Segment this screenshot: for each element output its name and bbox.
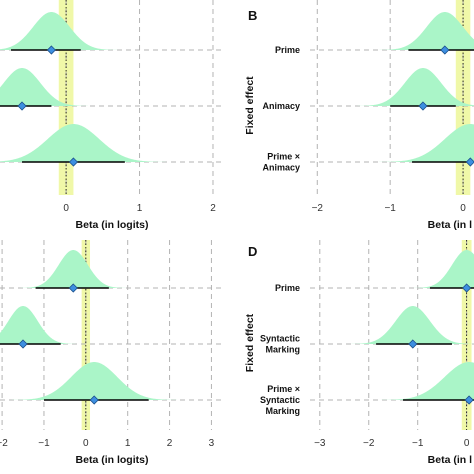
x-tick-label: −2 [363, 438, 375, 449]
plot-area [310, 0, 474, 195]
x-tick-label: 0 [83, 438, 89, 449]
effect-label: Animacy [262, 101, 300, 111]
point-estimate [68, 157, 79, 167]
x-axis-title: Beta (in logits) [76, 454, 149, 466]
x-tick-label: 1 [125, 438, 131, 449]
point-estimate [17, 101, 27, 111]
x-tick-label: −1 [384, 203, 396, 214]
point-estimate [89, 395, 99, 405]
density-curve [310, 68, 474, 106]
x-tick-label: 1 [137, 203, 143, 214]
point-estimate [418, 101, 428, 111]
x-tick-label: 2 [210, 203, 216, 214]
x-axis-title: Beta (in l [428, 454, 472, 466]
panel-c: −2 −1 0 1 2 3 Beta (in logits) [0, 240, 224, 466]
x-tick-label: 3 [209, 438, 215, 449]
density-curve [310, 12, 474, 50]
x-tick-label: 0 [460, 203, 466, 214]
x-tick-label: 2 [167, 438, 173, 449]
density-curve [0, 250, 224, 288]
point-estimate [46, 45, 56, 55]
x-tick-label: −2 [0, 438, 8, 449]
y-axis-title: Fixed effect [244, 76, 256, 135]
effect-label: Prime [275, 283, 300, 293]
panel-a: 0 1 2 Beta (in logits) [0, 0, 224, 231]
point-estimate [462, 283, 472, 293]
density-curve [0, 306, 224, 344]
x-tick-label: −2 [312, 203, 324, 214]
x-tick-label: −3 [314, 438, 326, 449]
effect-label: Prime × Syntactic Marking [260, 384, 300, 416]
panel-label: D [248, 244, 257, 259]
x-tick-label: −1 [38, 438, 50, 449]
x-axis-title: Beta (in l [428, 219, 472, 231]
plot-area [310, 240, 474, 430]
density-curve [310, 124, 474, 162]
effect-label: Syntactic Marking [260, 334, 300, 355]
plot-area [0, 0, 224, 195]
panel-b: −2 −1 0 Beta (in l Prime Animacy Prime × Animac… [244, 0, 474, 231]
x-tick-label: 0 [464, 438, 470, 449]
panel-label: B [248, 8, 257, 23]
point-estimate [68, 283, 78, 293]
density-curve [0, 362, 224, 400]
point-estimate [465, 157, 474, 167]
density-curve [310, 306, 474, 344]
plot-area [0, 240, 224, 430]
panel-d: −3 −2 −1 0 Beta (in l Prime Syntactic Marking Pr… [244, 240, 474, 466]
density-curve [310, 362, 474, 400]
density-curve [0, 124, 224, 162]
density-curve [0, 12, 224, 50]
x-axis-title: Beta (in logits) [76, 219, 149, 231]
point-estimate [408, 339, 418, 349]
effect-label: Prime [275, 45, 300, 55]
effect-label: Prime × Animacy [262, 152, 300, 173]
point-estimate [440, 45, 450, 55]
point-estimate [464, 395, 474, 405]
y-axis-title: Fixed effect [244, 313, 256, 372]
x-tick-label: 0 [63, 203, 69, 214]
point-estimate [18, 339, 28, 349]
x-tick-label: −1 [412, 438, 424, 449]
density-curve [310, 250, 474, 288]
